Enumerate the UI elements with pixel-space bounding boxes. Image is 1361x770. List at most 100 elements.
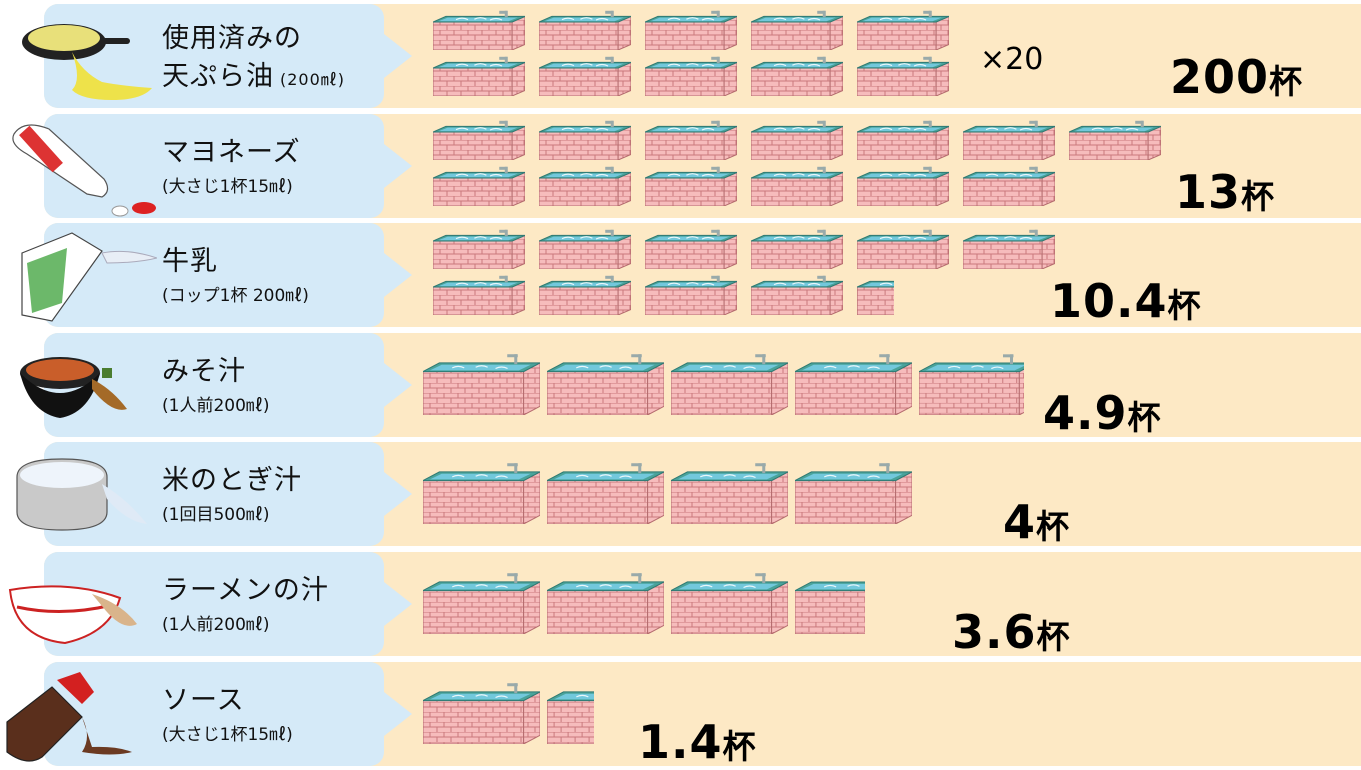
bathtub-mark bbox=[539, 166, 631, 206]
item-measure: (1回目500㎖) bbox=[162, 505, 270, 525]
bathtub-mark bbox=[645, 275, 737, 315]
item-name: 使用済みの bbox=[162, 23, 302, 54]
chart-row: ソース (大さじ1杯15㎖) 1.4杯 bbox=[0, 662, 1361, 766]
chart-row: ラーメンの汁 (1人前200㎖) 3.6杯 bbox=[0, 552, 1361, 656]
bathtub-mark bbox=[1069, 120, 1161, 160]
value-label: 3.6杯 bbox=[952, 609, 1070, 655]
item-name: 牛乳 bbox=[162, 246, 218, 277]
bathtub-mark bbox=[547, 573, 664, 634]
item-measure: (200㎖) bbox=[280, 70, 346, 89]
value-number: 10.4 bbox=[1050, 274, 1168, 328]
item-name: ラーメンの汁 bbox=[162, 575, 329, 606]
value-unit: 杯 bbox=[722, 727, 756, 766]
row-icon bbox=[2, 662, 157, 766]
bathtub-mark bbox=[645, 166, 737, 206]
bathtub-mark bbox=[433, 166, 525, 206]
bathtub-mark bbox=[645, 120, 737, 160]
bathtub-mark bbox=[645, 56, 737, 96]
row-arrow bbox=[384, 472, 412, 516]
bathtub-mark bbox=[423, 354, 540, 415]
milk-carton-icon bbox=[21, 232, 159, 322]
row-icon bbox=[2, 442, 157, 546]
bathtub-mark bbox=[671, 463, 788, 524]
bathtub-mark bbox=[423, 683, 540, 744]
bathtub-mark bbox=[963, 229, 1055, 269]
rice-pot-icon bbox=[16, 458, 147, 531]
bathtub-mark bbox=[547, 463, 664, 524]
chart-row: 米のとぎ汁 (1回目500㎖) 4杯 bbox=[0, 442, 1361, 546]
item-measure: (コップ1杯 200㎖) bbox=[162, 286, 309, 306]
bathtub-mark bbox=[795, 581, 865, 634]
value-label: 1.4杯 bbox=[638, 719, 756, 765]
bathtub-mark bbox=[547, 354, 664, 415]
bathtub-mark bbox=[751, 166, 843, 206]
row-label-box bbox=[44, 223, 384, 327]
value-number: 4 bbox=[1003, 495, 1037, 549]
chart-row: みそ汁 (1人前200㎖) 4.9杯 bbox=[0, 333, 1361, 437]
bathtub-mark bbox=[919, 354, 1024, 415]
bathtub-mark bbox=[433, 10, 525, 50]
bathtub-mark bbox=[433, 275, 525, 315]
bathtub-mark bbox=[795, 354, 912, 415]
bathtub-mark bbox=[751, 229, 843, 269]
row-icon bbox=[2, 333, 157, 437]
bathtub-mark bbox=[751, 56, 843, 96]
bathtub-mark bbox=[751, 120, 843, 160]
bathtub-mark bbox=[423, 573, 540, 634]
mayonnaise-bottle-icon bbox=[12, 124, 156, 217]
bathtub-mark bbox=[795, 463, 912, 524]
value-number: 3.6 bbox=[952, 605, 1037, 659]
bathtub-mark bbox=[751, 10, 843, 50]
bathtub-mark bbox=[433, 120, 525, 160]
multiplier-label: ×20 bbox=[980, 42, 1044, 77]
bathtub-mark bbox=[539, 10, 631, 50]
ramen-bowl-icon bbox=[8, 585, 137, 645]
bathtub-mark bbox=[857, 120, 949, 160]
bathtub-mark bbox=[645, 229, 737, 269]
miso-soup-bowl-icon bbox=[20, 357, 127, 418]
sauce-bottle-icon bbox=[6, 672, 132, 762]
bathtub-mark bbox=[751, 275, 843, 315]
value-label: 13杯 bbox=[1175, 169, 1274, 215]
item-measure: (1人前200㎖) bbox=[162, 615, 270, 635]
bathtub-mark bbox=[857, 280, 894, 315]
row-arrow bbox=[384, 363, 412, 407]
bathtub-mark bbox=[539, 229, 631, 269]
item-measure: (1人前200㎖) bbox=[162, 396, 270, 416]
bathtub-mark bbox=[539, 275, 631, 315]
value-number: 4.9 bbox=[1043, 386, 1128, 440]
value-label: 4.9杯 bbox=[1043, 390, 1161, 436]
bathtub-mark bbox=[423, 463, 540, 524]
value-number: 200 bbox=[1170, 50, 1270, 104]
row-icon bbox=[2, 114, 157, 218]
bathtub-mark bbox=[547, 691, 594, 744]
frying-pan-icon bbox=[22, 24, 152, 100]
item-name-line2: 天ぷら油 (200㎖) bbox=[162, 61, 346, 92]
bathtub-mark bbox=[671, 354, 788, 415]
chart-row: 使用済みの天ぷら油 (200㎖) ×20 200杯 bbox=[0, 4, 1361, 108]
value-unit: 杯 bbox=[1036, 617, 1070, 656]
bathtub-mark bbox=[539, 56, 631, 96]
bathtub-mark bbox=[857, 166, 949, 206]
bathtub-mark bbox=[963, 166, 1055, 206]
item-measure: (大さじ1杯15㎖) bbox=[162, 177, 293, 197]
value-label: 200杯 bbox=[1170, 54, 1302, 100]
chart-row: マヨネーズ (大さじ1杯15㎖) 13杯 bbox=[0, 114, 1361, 218]
bathtub-mark bbox=[645, 10, 737, 50]
bathtub-mark bbox=[857, 229, 949, 269]
bathtub-mark bbox=[539, 120, 631, 160]
row-arrow bbox=[384, 692, 412, 736]
value-unit: 杯 bbox=[1127, 398, 1161, 437]
value-number: 13 bbox=[1175, 165, 1242, 219]
row-icon bbox=[2, 223, 159, 327]
row-arrow bbox=[384, 253, 412, 297]
value-unit: 杯 bbox=[1241, 177, 1275, 216]
value-unit: 杯 bbox=[1036, 507, 1070, 546]
item-name: ソース bbox=[162, 685, 245, 716]
item-measure: (大さじ1杯15㎖) bbox=[162, 725, 293, 745]
bathtub-mark bbox=[857, 56, 949, 96]
row-icon bbox=[2, 4, 157, 108]
value-unit: 杯 bbox=[1167, 286, 1201, 325]
bathtub-mark bbox=[671, 573, 788, 634]
bathtub-mark bbox=[433, 56, 525, 96]
